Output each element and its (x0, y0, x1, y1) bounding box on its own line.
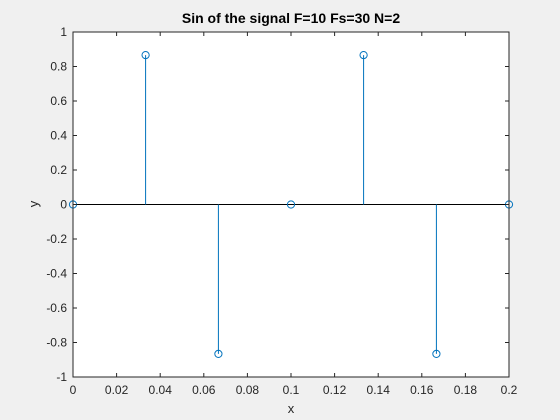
x-tick-label: 0.14 (367, 383, 391, 397)
x-tick-label: 0.02 (105, 383, 129, 397)
stem-marker (359, 51, 368, 60)
y-axis-label: y (26, 200, 41, 207)
x-tick-label: 0.16 (410, 383, 434, 397)
y-tick-label: 0.8 (50, 60, 67, 74)
stem-marker (141, 51, 150, 60)
x-tick-label: 0.08 (236, 383, 260, 397)
chart-title: Sin of the signal F=10 Fs=30 N=2 (182, 10, 400, 26)
x-axis-label: x (288, 401, 295, 416)
y-tick-label: 1 (60, 25, 67, 39)
x-tick-label: 0.1 (283, 383, 300, 397)
x-tick-label: 0.18 (454, 383, 478, 397)
y-tick-label: 0 (60, 198, 67, 212)
y-tick-label: 0.6 (50, 94, 67, 108)
stem-marker (214, 349, 223, 358)
y-tick-label: 0.2 (50, 163, 67, 177)
stem-marker (432, 349, 441, 358)
y-tick-label: -1 (56, 370, 67, 384)
x-tick-label: 0.04 (149, 383, 173, 397)
x-tick-label: 0 (70, 383, 77, 397)
y-tick-label: -0.6 (46, 301, 67, 315)
x-tick-label: 0.2 (501, 383, 518, 397)
y-tick-label: -0.8 (46, 336, 67, 350)
x-tick-label: 0.12 (323, 383, 347, 397)
stem-marker (286, 200, 296, 209)
x-tick-label: 0.06 (192, 383, 216, 397)
y-tick-label: -0.2 (46, 232, 67, 246)
y-tick-label: -0.4 (46, 267, 67, 281)
y-tick-label: 0.4 (50, 129, 67, 143)
